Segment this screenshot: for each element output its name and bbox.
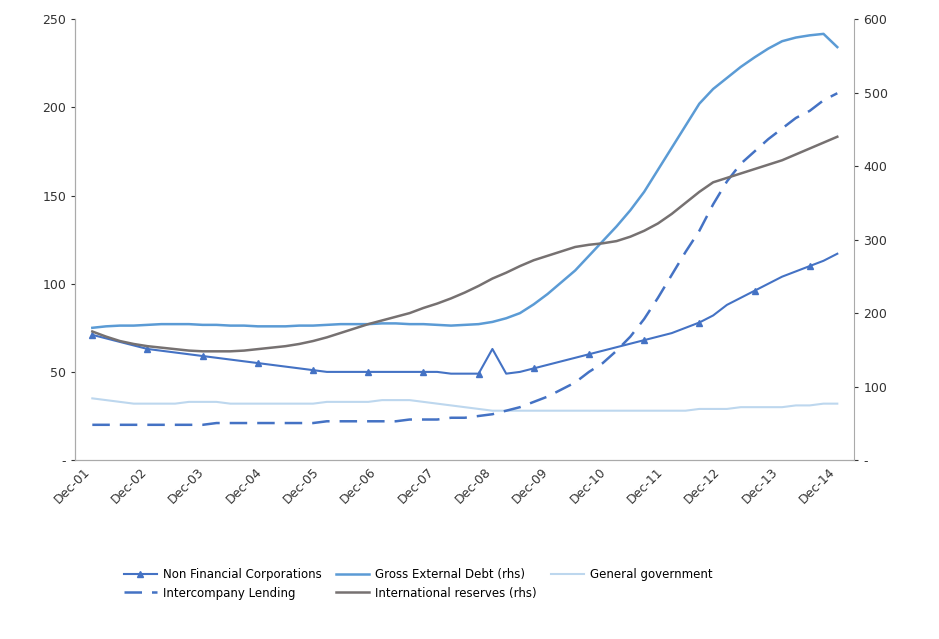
Legend: Non Financial Corporations, Intercompany Lending, Gross External Debt (rhs), Int: Non Financial Corporations, Intercompany… <box>119 563 716 604</box>
